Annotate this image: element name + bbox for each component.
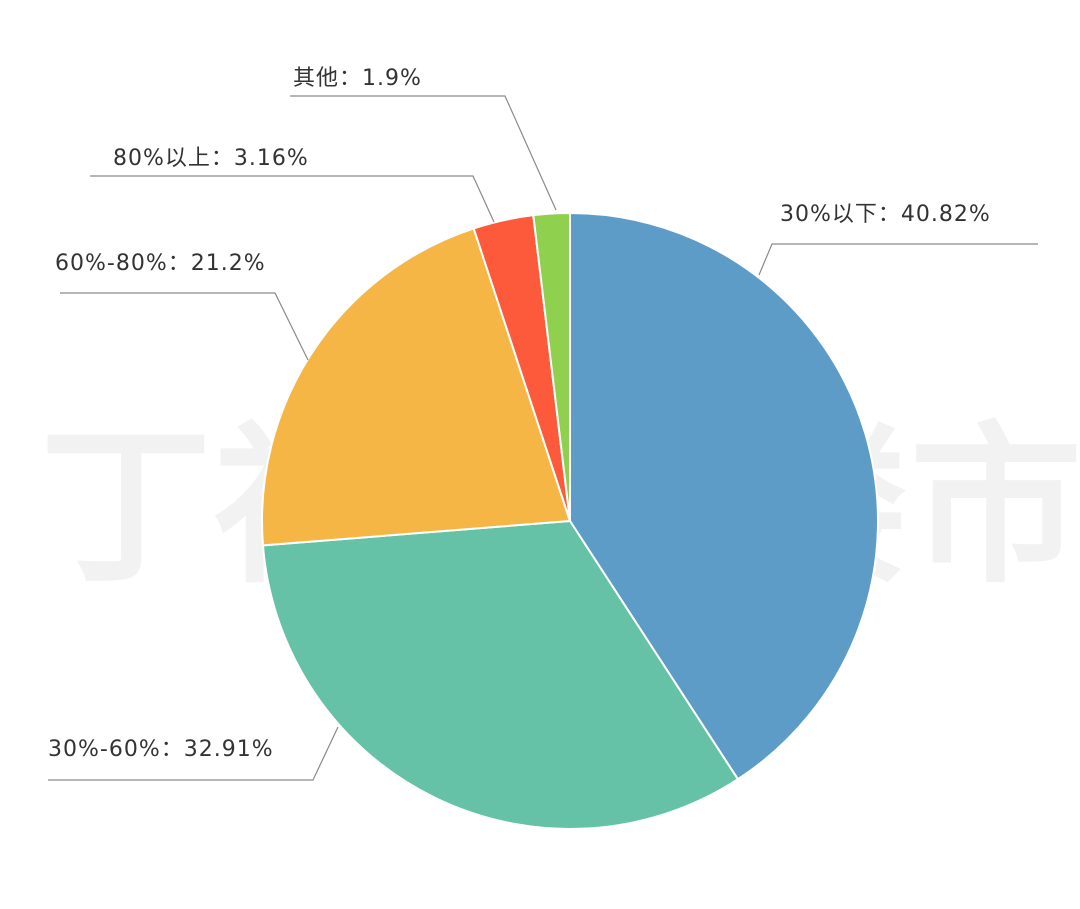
pie-slice-1 [261,519,740,830]
slice-label-group-4: 其他：1.9% [290,66,557,211]
leader-line-30-below [758,243,1038,276]
leader-line-30-60 [48,726,339,781]
slice-label-30-60: 30%-60%：32.91% [48,737,274,762]
leader-line-other [290,95,557,211]
pie-slices [261,211,879,830]
slice-label-30-below: 30%以下：40.82% [780,202,991,227]
slice-label-60-80: 60%-80%：21.2% [55,251,266,276]
pie-slice-2 [261,227,572,547]
slice-label-other: 其他：1.9% [293,66,422,91]
slice-label-group-0: 30%以下：40.82% [758,202,1038,276]
pie-slice-4 [532,211,571,522]
slice-label-group-2: 60%-80%：21.2% [55,251,309,361]
leader-line-60-80 [60,292,309,361]
slice-label-group-3: 80%以上：3.16% [90,146,495,223]
slice-label-group-1: 30%-60%：32.91% [48,726,339,781]
leader-line-80-above [90,175,495,223]
slice-label-80-above: 80%以上：3.16% [113,146,309,171]
